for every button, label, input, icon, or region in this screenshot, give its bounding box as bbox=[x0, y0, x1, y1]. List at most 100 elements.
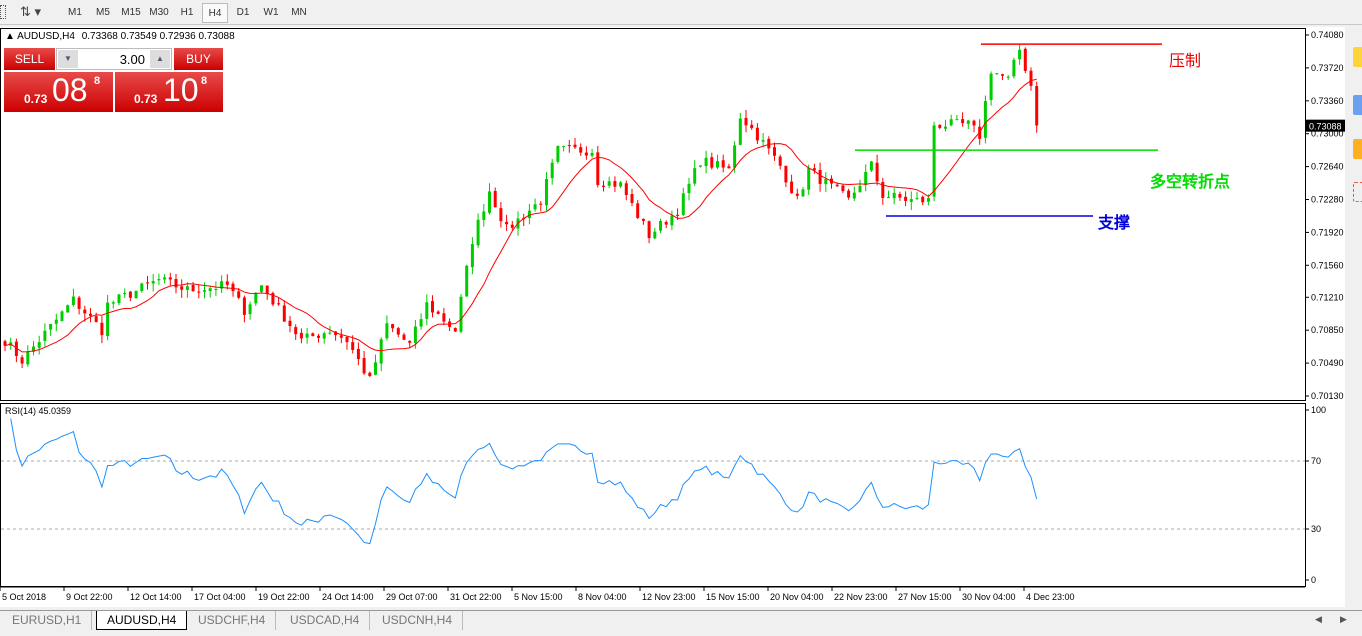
chart-window[interactable]: 0.74080 0.73720 0.73360 0.73000 0.72640 0.722… bbox=[0, 27, 1345, 607]
tab-eurusd-h1[interactable]: EURUSD,H1 bbox=[2, 611, 93, 630]
volume-input[interactable]: 3.00 bbox=[119, 52, 145, 67]
candle-body bbox=[698, 165, 702, 167]
timeframe-m5[interactable]: M5 bbox=[96, 7, 110, 18]
candle-body bbox=[949, 119, 953, 126]
buy-price[interactable]: 0.73 10 8 bbox=[115, 72, 223, 112]
current-price-marker bbox=[1306, 119, 1345, 132]
candle-body bbox=[322, 333, 326, 339]
market-icon[interactable] bbox=[1353, 95, 1362, 115]
candle-body bbox=[584, 152, 588, 156]
chart-tools-icon[interactable]: ⇅ ▾ bbox=[20, 4, 42, 19]
time-tick-label: 15 Nov 15:00 bbox=[706, 592, 760, 602]
candle-body bbox=[351, 342, 355, 350]
price-tick-label: 0.73000 bbox=[1311, 129, 1344, 139]
price-tick-label: 0.71920 bbox=[1311, 227, 1344, 237]
candle-body bbox=[659, 220, 662, 231]
candle-body bbox=[1018, 49, 1022, 60]
candle-body bbox=[721, 160, 725, 168]
candle-body bbox=[887, 197, 890, 199]
calendar-icon[interactable] bbox=[1353, 182, 1362, 202]
candle-body bbox=[1035, 86, 1039, 126]
resistance-label: 压制 bbox=[1169, 53, 1202, 70]
candle-body bbox=[356, 348, 360, 360]
candle-body bbox=[579, 147, 583, 153]
candle-body bbox=[117, 294, 121, 304]
candle-body bbox=[100, 322, 104, 336]
candle-body bbox=[254, 292, 258, 304]
timeframe-m15[interactable]: M15 bbox=[121, 7, 141, 18]
tabs-scroll-left[interactable]: ◀ bbox=[1315, 614, 1322, 624]
candle-body bbox=[932, 125, 936, 197]
candle-body bbox=[624, 183, 628, 196]
tab-usdcad-h4[interactable]: USDCAD,H4 bbox=[280, 611, 371, 630]
candle-body bbox=[419, 319, 423, 327]
candle-body bbox=[220, 281, 224, 289]
rsi-pane-frame bbox=[0, 403, 1306, 587]
candle-body bbox=[203, 290, 206, 292]
candle-body bbox=[852, 192, 856, 199]
tab-usdcnh-h4[interactable]: USDCNH,H4 bbox=[372, 611, 464, 630]
candle-body bbox=[676, 214, 680, 216]
news-icon[interactable] bbox=[1353, 139, 1362, 159]
candle-body bbox=[527, 210, 531, 219]
candle-body bbox=[32, 346, 35, 352]
tabs-scroll-right[interactable]: ▶ bbox=[1340, 614, 1347, 624]
candle-body bbox=[670, 215, 674, 226]
volume-stepper[interactable]: ▼ 3.00 ▲ bbox=[56, 48, 172, 70]
candle-body bbox=[755, 127, 759, 141]
time-tick-label: 22 Nov 23:00 bbox=[834, 592, 888, 602]
candle-body bbox=[128, 291, 132, 298]
time-tick-label: 4 Dec 23:00 bbox=[1026, 592, 1075, 602]
timeframe-w1[interactable]: W1 bbox=[263, 7, 279, 18]
tab-audusd-h4[interactable]: AUDUSD,H4 bbox=[96, 611, 188, 630]
candle-body bbox=[710, 157, 714, 168]
candle-body bbox=[146, 282, 149, 284]
sell-button[interactable]: SELL bbox=[4, 48, 55, 70]
timeframe-h4[interactable]: H4 bbox=[202, 3, 228, 23]
candle-body bbox=[915, 197, 919, 199]
timeframe-mn[interactable]: MN bbox=[291, 7, 307, 18]
sell-price-pips: 08 bbox=[52, 72, 88, 108]
signal-icon[interactable] bbox=[1353, 47, 1362, 67]
candle-body bbox=[835, 184, 839, 187]
candle-body bbox=[773, 147, 776, 156]
candle-body bbox=[237, 291, 241, 298]
candle-body bbox=[425, 302, 429, 319]
candle-body bbox=[453, 327, 457, 332]
sell-price[interactable]: 0.73 08 8 bbox=[4, 72, 113, 112]
candle-body bbox=[944, 126, 947, 129]
candle-body bbox=[157, 279, 161, 281]
time-tick-label: 27 Nov 15:00 bbox=[898, 592, 952, 602]
price-tick-label: 0.71560 bbox=[1311, 260, 1344, 270]
candle-body bbox=[106, 302, 110, 337]
candle-body bbox=[459, 296, 463, 332]
candle-body bbox=[379, 339, 383, 364]
candle-body bbox=[214, 288, 218, 290]
crosshair-icon[interactable] bbox=[0, 5, 6, 19]
candle-body bbox=[716, 161, 719, 168]
candle-body bbox=[687, 183, 691, 194]
time-tick-label: 12 Oct 14:00 bbox=[130, 592, 182, 602]
timeframe-m30[interactable]: M30 bbox=[149, 7, 169, 18]
buy-button[interactable]: BUY bbox=[174, 48, 223, 70]
timeframe-m1[interactable]: M1 bbox=[68, 7, 82, 18]
candle-body bbox=[647, 221, 651, 239]
candle-body bbox=[465, 265, 469, 297]
candle-body bbox=[767, 138, 771, 149]
chart-header: ▲ AUDUSD,H4 0.73368 0.73549 0.72936 0.73… bbox=[5, 31, 235, 42]
candle-body bbox=[123, 293, 127, 295]
candle-body bbox=[807, 168, 811, 190]
candle-body bbox=[225, 281, 229, 285]
timeframe-h1[interactable]: H1 bbox=[180, 7, 194, 18]
tab-usdchf-h4[interactable]: USDCHF,H4 bbox=[188, 611, 277, 630]
increase-volume-button[interactable]: ▲ bbox=[150, 50, 170, 68]
candle-body bbox=[995, 73, 999, 75]
timeframe-d1[interactable]: D1 bbox=[236, 7, 250, 18]
time-tick-label: 5 Nov 15:00 bbox=[514, 592, 563, 602]
candle-body bbox=[510, 224, 514, 228]
decrease-volume-button[interactable]: ▼ bbox=[58, 50, 78, 68]
candle-body bbox=[168, 277, 172, 280]
collapse-icon[interactable]: ▲ bbox=[5, 31, 15, 42]
price-chart[interactable]: 0.74080 0.73720 0.73360 0.73000 0.72640 0.722… bbox=[0, 27, 1345, 607]
candle-body bbox=[60, 311, 64, 321]
